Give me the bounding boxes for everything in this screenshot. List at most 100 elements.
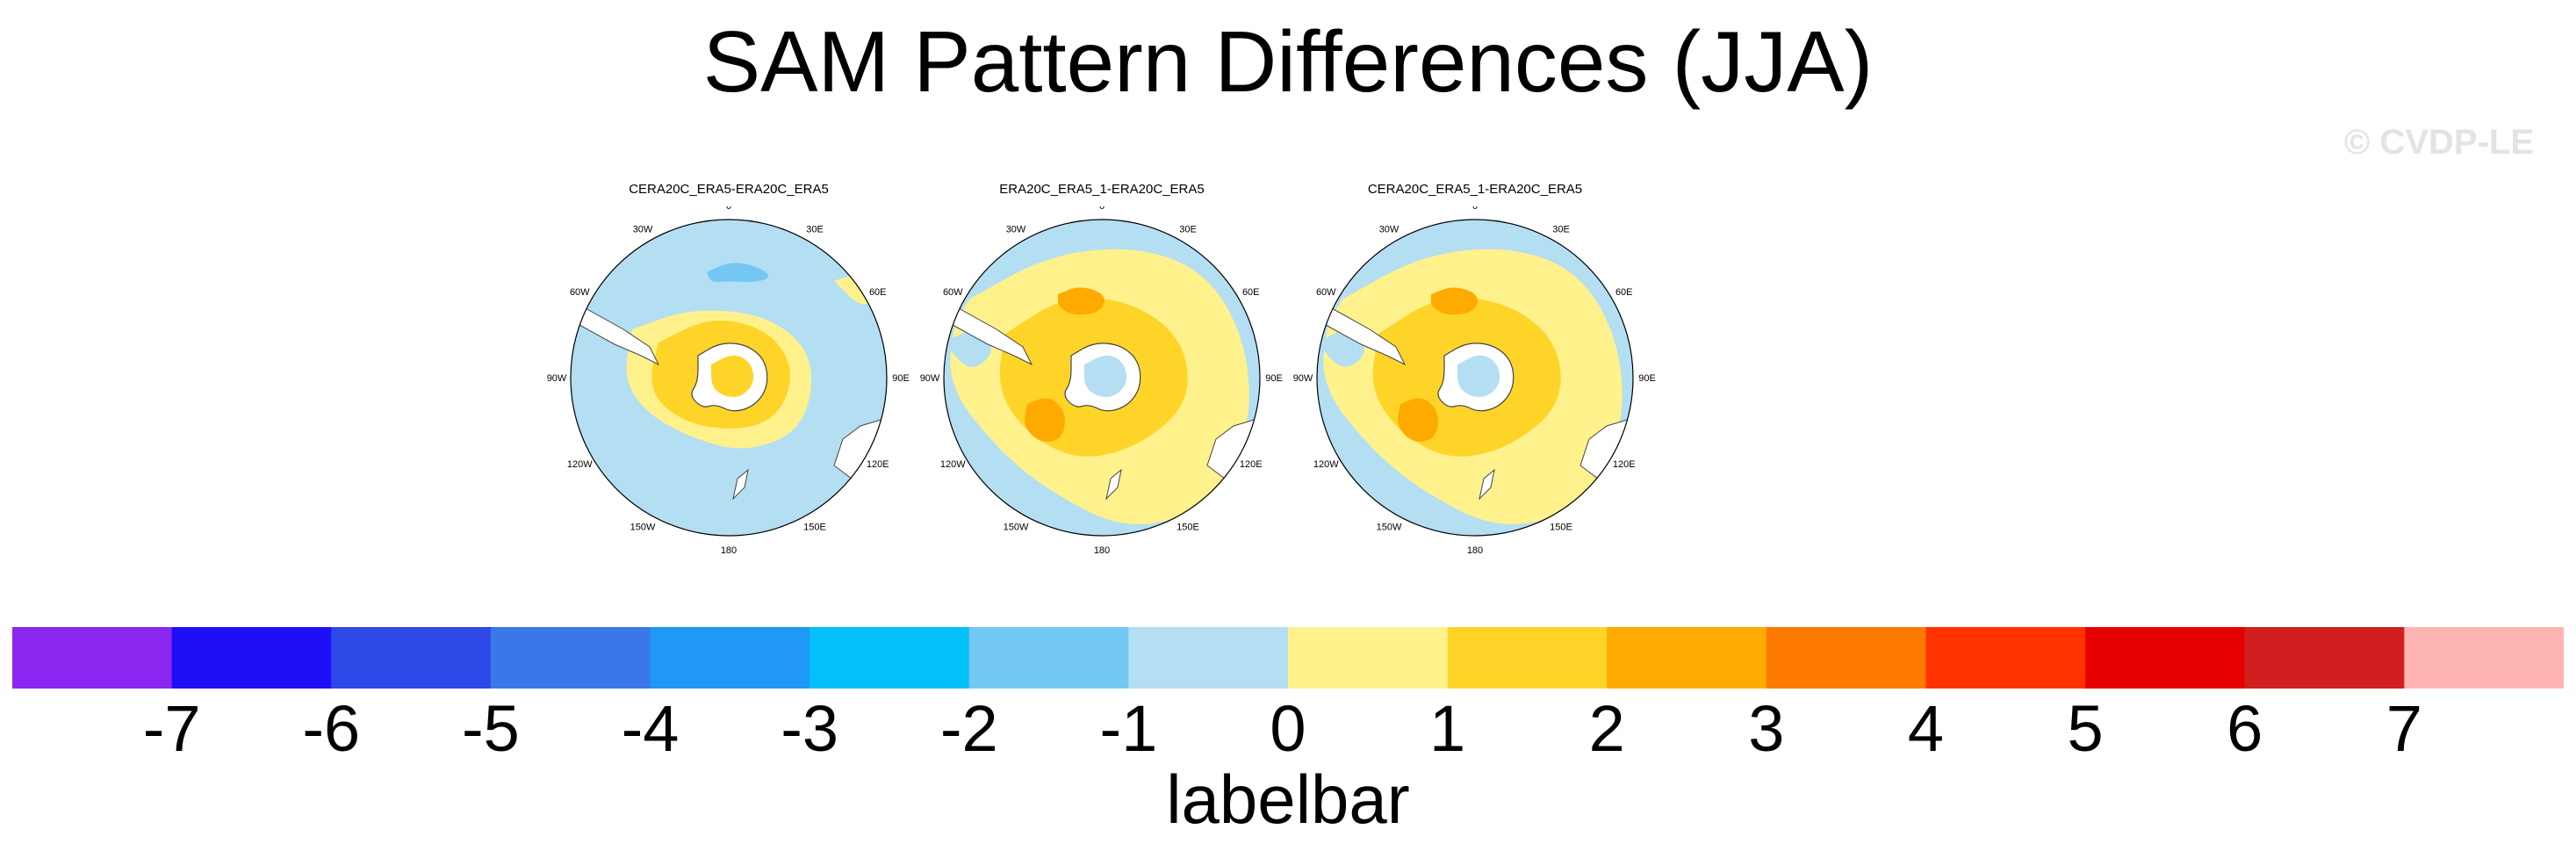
longitude-label: 0 xyxy=(1099,206,1105,212)
labelbar-swatch xyxy=(2244,627,2405,689)
polar-map: 0 30E 60E 90E 120E 150E 180 150W 120W 90W 60W 30W xyxy=(1293,206,1656,556)
map-panel: CERA20C_ERA5-ERA20C_ERA5 0 30E 60E 90E 120E 1… xyxy=(540,180,917,558)
longitude-label: 90E xyxy=(892,373,910,384)
contour-fill xyxy=(1084,355,1127,397)
labelbar-tick-label: -5 xyxy=(461,692,520,765)
longitude-label: 150E xyxy=(1550,523,1572,533)
longitude-label: 0 xyxy=(1472,206,1478,212)
contour-fill xyxy=(1457,355,1500,397)
longitude-label: 90E xyxy=(1265,373,1283,384)
longitude-label: 60W xyxy=(943,287,963,298)
labelbar-title: labelbar xyxy=(1166,761,1410,838)
map-panel: CERA20C_ERA5_1-ERA20C_ERA5 0 30E 60E 90E 120… xyxy=(1286,180,1664,558)
labelbar-swatch xyxy=(2085,627,2246,689)
south-america-coastline xyxy=(1325,307,1407,366)
labelbar-colorbar xyxy=(12,627,2564,689)
longitude-label: 180 xyxy=(1467,545,1483,556)
new-zealand-coastline xyxy=(1479,468,1495,501)
longitude-label: 0 xyxy=(726,206,731,212)
labelbar-tick-label: -1 xyxy=(1099,692,1158,765)
longitude-label: 90W xyxy=(920,373,940,384)
labelbar-swatch xyxy=(490,627,651,689)
labelbar-tick-label: 4 xyxy=(1907,692,1945,765)
labelbar-ticks: -7 -6 -5 -4 -3 -2 -1 0 1 2 3 4 5 6 7 xyxy=(0,694,2576,764)
labelbar-swatch xyxy=(1607,627,1767,689)
antarctica-coastline xyxy=(1064,343,1141,412)
longitude-label: 150E xyxy=(1176,523,1199,533)
antarctica-coastline xyxy=(691,343,768,412)
longitude-label: 30W xyxy=(1379,224,1400,234)
longitude-label: 60W xyxy=(570,287,590,298)
labelbar-tick-label: 6 xyxy=(2227,692,2263,765)
labelbar-tick-label: 2 xyxy=(1588,692,1625,765)
south-america-coastline xyxy=(952,307,1033,366)
longitude-label: 30E xyxy=(806,224,824,234)
panel-title: CERA20C_ERA5_1-ERA20C_ERA5 xyxy=(1367,182,1583,197)
labelbar-tick-label: -6 xyxy=(302,692,361,765)
longitude-label: 150W xyxy=(630,523,656,533)
longitude-label: 60E xyxy=(869,287,887,298)
labelbar-swatch xyxy=(1925,627,2086,689)
contour-fill xyxy=(1431,287,1478,315)
longitude-label: 180 xyxy=(721,545,737,556)
polar-map: 0 30E 60E 90E 120E 150E 180 150W 120W 90W 60W 30W xyxy=(920,206,1283,556)
labelbar-swatch xyxy=(331,627,492,689)
longitude-label: 120E xyxy=(1613,459,1636,470)
labelbar-swatch xyxy=(171,627,332,689)
labelbar-swatch xyxy=(809,627,970,689)
antarctica-coastline xyxy=(1437,343,1515,412)
labelbar-tick-label: 3 xyxy=(1748,692,1785,765)
labelbar-swatch xyxy=(12,627,173,689)
longitude-label: 60E xyxy=(1242,287,1260,298)
longitude-label: 180 xyxy=(1094,545,1110,556)
contour-fill xyxy=(1025,398,1065,442)
labelbar-swatch xyxy=(1128,627,1289,689)
labelbar-tick-label: 0 xyxy=(1270,692,1306,765)
new-zealand-coastline xyxy=(732,468,749,501)
longitude-label: 120W xyxy=(567,459,593,470)
longitude-label: 30E xyxy=(1552,224,1570,234)
panel-title: ERA20C_ERA5_1-ERA20C_ERA5 xyxy=(999,182,1205,197)
page-title: SAM Pattern Differences (JJA) xyxy=(702,13,1874,110)
longitude-label: 120E xyxy=(1240,459,1263,470)
contour-fill xyxy=(711,355,754,397)
longitude-label: 150E xyxy=(803,523,826,533)
contour-fill xyxy=(1058,287,1105,315)
labelbar-swatch xyxy=(650,627,810,689)
panel-title: CERA20C_ERA5-ERA20C_ERA5 xyxy=(629,182,829,197)
contour-fill xyxy=(1398,398,1438,442)
longitude-label: 150W xyxy=(1004,523,1029,533)
map-border xyxy=(570,219,888,537)
copyright-watermark: © CVDP-LE xyxy=(2343,123,2534,162)
labelbar-swatch xyxy=(968,627,1129,689)
longitude-label: 60W xyxy=(1316,287,1336,298)
longitude-label: 90W xyxy=(547,373,567,384)
map-border xyxy=(1316,219,1634,537)
longitude-label: 30E xyxy=(1179,224,1197,234)
labelbar-swatch xyxy=(1766,627,1926,689)
labelbar-swatch xyxy=(1447,627,1608,689)
labelbar-tick-label: -3 xyxy=(781,692,839,765)
south-america-coastline xyxy=(579,307,660,366)
polar-map: 0 30E 60E 90E 120E 150E 180 150W 120W 90W 60W 30W xyxy=(547,206,910,556)
labelbar-tick-label: 5 xyxy=(2067,692,2104,765)
longitude-label: 30W xyxy=(1006,224,1026,234)
labelbar-swatch xyxy=(1288,627,1449,689)
new-zealand-coastline xyxy=(1105,468,1122,501)
contour-fill xyxy=(707,263,768,283)
map-panel: ERA20C_ERA5_1-ERA20C_ERA5 0 30E 60E 90E 120E… xyxy=(913,180,1291,558)
longitude-label: 150W xyxy=(1377,523,1402,533)
longitude-label: 60E xyxy=(1615,287,1633,298)
longitude-label: 90W xyxy=(1293,373,1313,384)
labelbar-tick-label: 7 xyxy=(2385,692,2422,765)
longitude-label: 120W xyxy=(1313,459,1339,470)
longitude-label: 90E xyxy=(1638,373,1656,384)
longitude-label: 120W xyxy=(940,459,966,470)
labelbar-tick-label: -4 xyxy=(621,692,680,765)
labelbar-tick-label: 1 xyxy=(1429,692,1466,765)
labelbar-swatch xyxy=(2404,627,2564,689)
labelbar-tick-label: -7 xyxy=(142,692,201,765)
longitude-label: 30W xyxy=(633,224,653,234)
map-border xyxy=(943,219,1261,537)
labelbar-tick-label: -2 xyxy=(939,692,998,765)
